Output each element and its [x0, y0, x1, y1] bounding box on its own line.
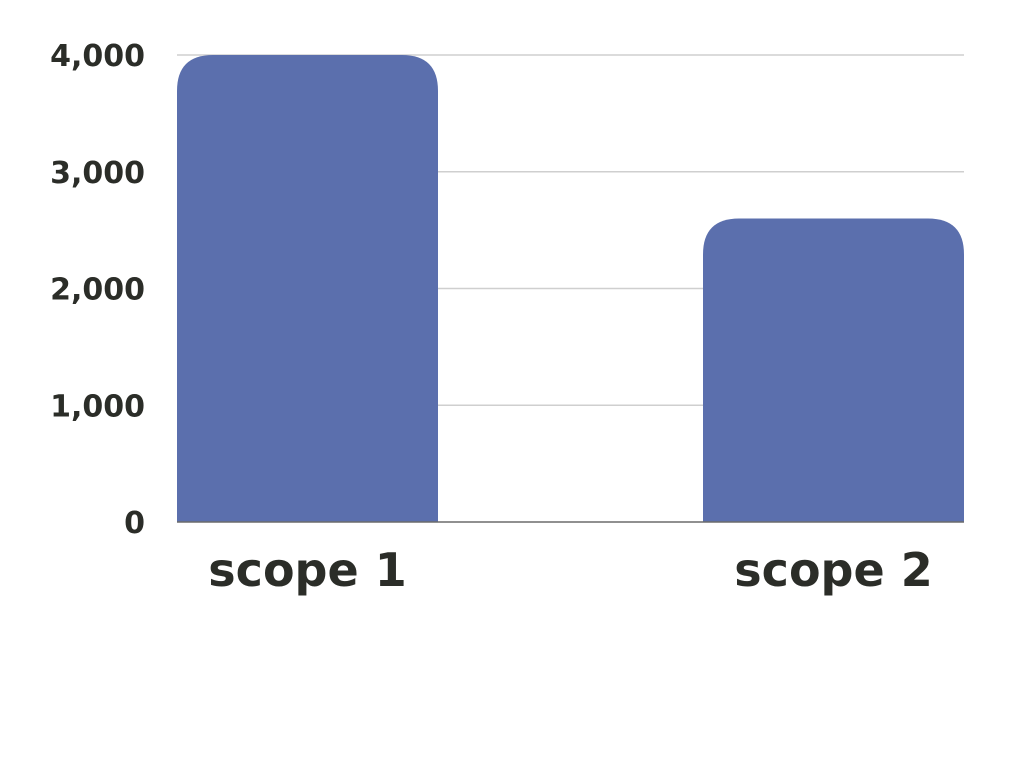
y-tick-label: 2,000	[50, 273, 145, 308]
bars	[177, 55, 964, 522]
y-axis-ticks: 0 1,000 2,000 3,000 4,000	[50, 39, 145, 541]
x-tick-label: scope 1	[208, 543, 406, 597]
bar-scope-2	[703, 218, 964, 522]
y-tick-label: 1,000	[50, 389, 145, 424]
y-tick-label: 3,000	[50, 156, 145, 191]
x-tick-label: scope 2	[734, 543, 932, 597]
y-tick-label: 4,000	[50, 39, 145, 74]
x-axis-ticks: scope 1 scope 2	[208, 543, 932, 597]
bar-scope-1	[177, 55, 438, 522]
y-tick-label: 0	[124, 506, 145, 541]
